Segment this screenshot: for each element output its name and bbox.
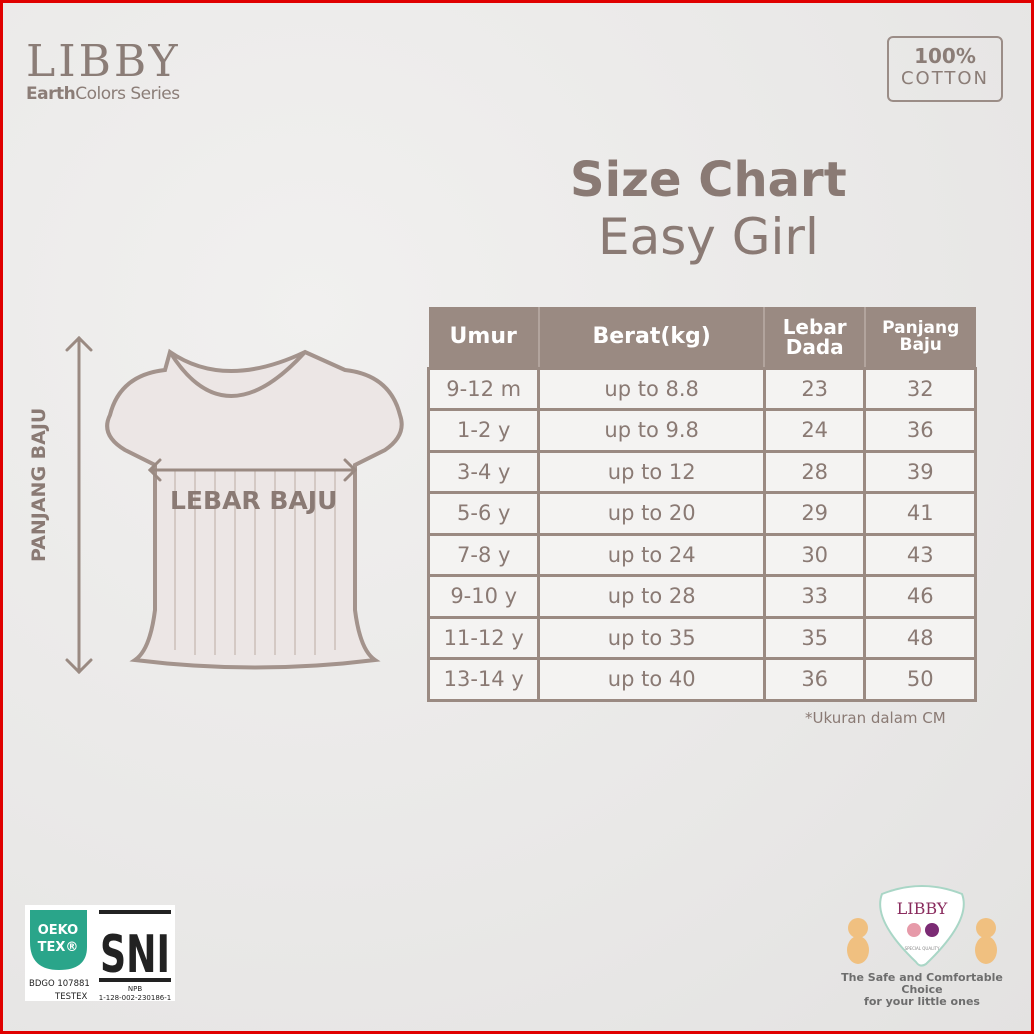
table-row: 1-2 y up to 9.8 24 36 (426, 408, 977, 453)
table-cell: up to 8.8 (537, 366, 766, 411)
table-cell: 24 (762, 408, 867, 453)
table-row: 3-4 y up to 12 28 39 (426, 449, 977, 494)
oeko-text-1: OEKO (38, 923, 78, 938)
npb-code: 1-128-002-230186-1 (99, 994, 171, 1001)
shield-logo (879, 885, 965, 967)
table-row: 9-12 m up to 8.8 23 32 (426, 366, 977, 411)
cotton-badge: 100% COTTON (887, 36, 1003, 102)
header-panjang-baju: Panjang Baju (863, 307, 976, 368)
length-label: PANJANG BAJU (28, 407, 50, 563)
table-cell: 28 (762, 449, 867, 494)
table-cell: 33 (762, 574, 867, 619)
table-cell: up to 20 (537, 491, 766, 536)
tagline-2: for your little ones (864, 995, 980, 1008)
table-cell: 11-12 y (426, 615, 541, 660)
table-cell: 23 (762, 366, 867, 411)
brand-name: LIBBY (26, 36, 181, 87)
table-cell: up to 35 (537, 615, 766, 660)
brand-logo: LIBBY EarthColors Series (26, 36, 181, 105)
table-cell: 9-10 y (426, 574, 541, 619)
flower-icon (925, 923, 939, 937)
table-cell: 50 (863, 657, 977, 702)
libby-footer-logo: LIBBY SPECIAL QUALITY (847, 885, 997, 967)
table-cell: up to 40 (537, 657, 766, 702)
special-quality: SPECIAL QUALITY (905, 946, 940, 951)
product-name: Easy Girl (598, 208, 819, 266)
table-row: 5-6 y up to 20 29 41 (426, 491, 977, 536)
table-cell: 13-14 y (426, 657, 541, 702)
oeko-code: BDGO 107881 (29, 979, 90, 989)
header-berat: Berat(kg) (537, 307, 765, 368)
width-arrow (147, 458, 358, 482)
oeko-tex-logo (30, 910, 87, 970)
tagline-1: The Safe and Comfortable Choice (841, 971, 1003, 996)
table-cell: 43 (863, 532, 977, 577)
table-cell: up to 28 (537, 574, 766, 619)
oeko-lab: TESTEX (54, 992, 88, 1001)
table-cell: 7-8 y (426, 532, 541, 577)
cotton-label: COTTON (900, 68, 990, 89)
teddy-bear-icon (847, 918, 869, 964)
table-cell: 39 (863, 449, 977, 494)
brand-series: EarthColors Series (26, 84, 180, 104)
table-cell: up to 12 (537, 449, 766, 494)
table-cell: 9-12 m (426, 366, 541, 411)
page-title: Size Chart (570, 152, 847, 208)
size-table: Umur Berat(kg) Lebar Dada Panjang Baju 9-1… (426, 307, 977, 702)
table-cell: 32 (863, 366, 977, 411)
table-cell: 5-6 y (426, 491, 541, 536)
flower-icon (907, 923, 921, 937)
cotton-percent: 100% (914, 44, 976, 68)
table-cell: 41 (863, 491, 977, 536)
table-header: Umur Berat(kg) Lebar Dada Panjang Baju (428, 307, 976, 368)
table-cell: 48 (863, 615, 977, 660)
table-cell: 3-4 y (426, 449, 541, 494)
table-cell: 46 (863, 574, 977, 619)
table-row: 7-8 y up to 24 30 43 (426, 532, 977, 577)
shirt-collar (168, 350, 307, 398)
table-cell: 35 (762, 615, 867, 660)
table-cell: 36 (762, 657, 867, 702)
table-cell: 36 (863, 408, 977, 453)
certification-logos: OEKO TEX® BDGO 107881 TESTEX SNI NPB 1-1… (25, 905, 175, 1002)
npb-label: NPB (128, 985, 142, 993)
table-cell: 1-2 y (426, 408, 541, 453)
tagline: The Safe and Comfortable Choice for your… (832, 972, 1012, 1008)
teddy-bear-icon (975, 918, 997, 964)
table-cell: up to 9.8 (537, 408, 766, 453)
table-cell: up to 24 (537, 532, 766, 577)
table-cell: 30 (762, 532, 867, 577)
header-umur: Umur (428, 307, 539, 368)
shirt-diagram (65, 335, 404, 675)
header-lebar-dada: Lebar Dada (763, 307, 865, 368)
unit-note: *Ukuran dalam CM (805, 709, 946, 727)
table-row: 11-12 y up to 35 35 48 (426, 615, 977, 660)
table-cell: 29 (762, 491, 867, 536)
width-label: LEBAR BAJU (170, 486, 338, 515)
footer-brand: LIBBY (897, 899, 948, 918)
table-row: 13-14 y up to 40 36 50 (426, 657, 977, 702)
table-row: 9-10 y up to 28 33 46 (426, 574, 977, 619)
oeko-text-2: TEX® (38, 940, 79, 955)
sni-logo: SNI (100, 925, 170, 985)
